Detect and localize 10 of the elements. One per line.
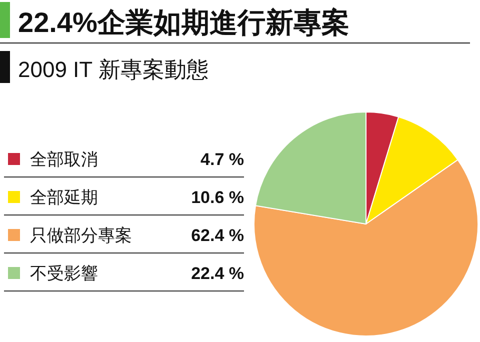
legend-label: 不受影響 <box>30 264 98 283</box>
data-label: 10.6 % <box>191 188 244 207</box>
legend-label: 只做部分專案 <box>30 226 132 245</box>
data-label: 22.4 % <box>191 264 244 283</box>
chart-subtitle: 2009 IT 新專案動態 <box>18 57 208 82</box>
data-label: 62.4 % <box>191 226 244 245</box>
data-label: 4.7 % <box>200 150 244 169</box>
chart-title: 22.4%企業如期進行新專案 <box>18 7 350 38</box>
legend-label: 全部取消 <box>30 150 98 169</box>
legend-label: 全部延期 <box>30 188 98 207</box>
